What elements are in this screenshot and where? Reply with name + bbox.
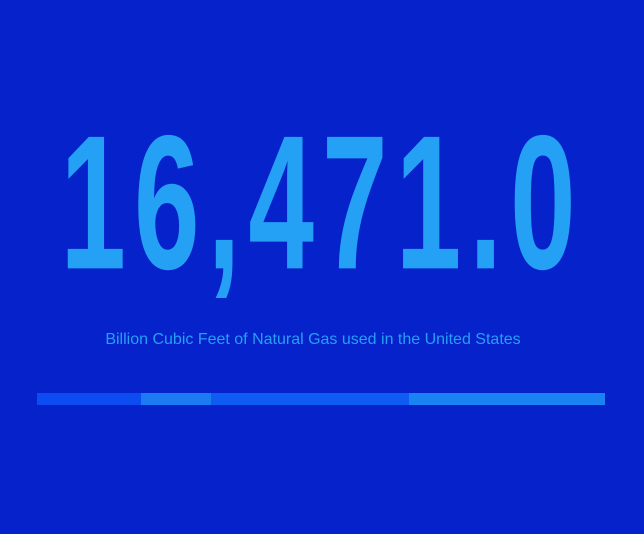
stat-caption: Billion Cubic Feet of Natural Gas used i… — [105, 331, 521, 348]
stacked-bar — [37, 393, 605, 405]
bar-segment-2 — [140, 393, 211, 405]
bar-segment-4 — [409, 393, 605, 405]
bar-segment-3 — [210, 393, 410, 405]
bar-segment-1 — [37, 393, 141, 405]
big-number-value: 16,471.0 — [60, 96, 584, 311]
